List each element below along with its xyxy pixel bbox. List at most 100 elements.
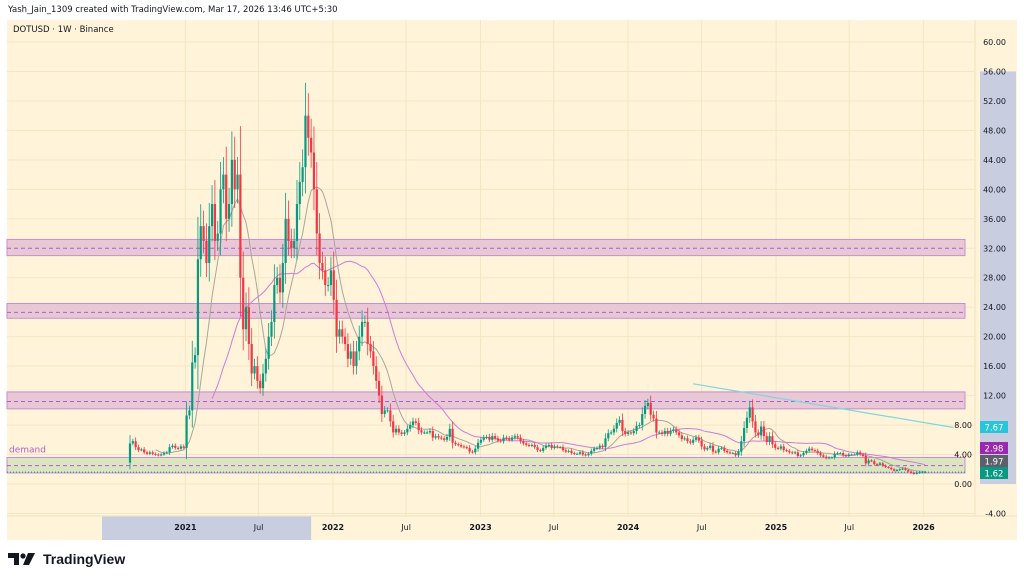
candle-body [635, 425, 638, 431]
candle-body [409, 425, 412, 429]
candle-body [338, 329, 341, 337]
candle-body [479, 439, 483, 443]
candle-body [304, 115, 307, 168]
candle-body [655, 418, 658, 433]
candle-body [191, 362, 194, 411]
candle-body [658, 432, 661, 434]
candle-body [290, 240, 293, 249]
candle-body [669, 430, 672, 434]
candle-body [559, 447, 562, 449]
y-tick-label: 52.00 [983, 97, 1006, 106]
candle-body [649, 402, 652, 415]
candle-body [677, 432, 681, 436]
candle-body [833, 453, 836, 458]
candle-body [629, 432, 633, 434]
candle-body [576, 453, 579, 455]
candle-body [219, 189, 222, 234]
candle-body [363, 321, 366, 323]
candle-body [177, 447, 180, 449]
candle-body [196, 259, 200, 356]
candle-body [423, 432, 426, 434]
candle-body [199, 226, 202, 260]
candle-body [134, 441, 137, 448]
candle-body [312, 152, 316, 190]
candle-body [301, 167, 304, 182]
candle-body [157, 454, 160, 456]
candle-body [485, 436, 488, 438]
candle-body [726, 450, 729, 453]
candle-body [377, 380, 381, 396]
candle-body [578, 452, 582, 454]
candle-body [547, 444, 550, 446]
candle-body [694, 437, 698, 440]
candle-body [162, 453, 166, 455]
candle-body [598, 445, 601, 448]
x-tick-label: 2023 [469, 523, 491, 532]
candle-body [533, 444, 536, 448]
candle-body [131, 441, 134, 444]
x-tick-label: 2024 [617, 523, 640, 532]
candle-body [278, 277, 282, 293]
candle-body [856, 452, 859, 455]
candle-body [488, 436, 491, 440]
y-tick-label: 32.00 [983, 244, 1006, 253]
candle-body [293, 240, 296, 249]
candle-body [844, 455, 848, 457]
candle-body [460, 444, 463, 447]
candle-body [468, 447, 471, 452]
candle-body [264, 358, 267, 374]
candle-body [332, 270, 335, 300]
candle-body [604, 438, 607, 448]
candle-body [816, 450, 819, 454]
candle-body [652, 414, 655, 419]
candle-body [675, 429, 678, 433]
x-tick-label: Jul [548, 523, 559, 532]
candle-body [513, 436, 516, 438]
candle-body [728, 452, 732, 454]
candle-body [174, 445, 177, 448]
candle-body [505, 437, 508, 439]
candle-body [737, 451, 740, 456]
candle-body [417, 422, 420, 431]
candle-body [686, 438, 689, 442]
y-tick-label: 48.00 [983, 126, 1006, 135]
candle-body [140, 449, 143, 451]
candle-body [137, 447, 140, 451]
candle-body [774, 444, 777, 448]
candle-body [762, 426, 766, 437]
chart-credit: Yash_Jain_1309 created with TradingView.… [8, 5, 338, 15]
candle-body [437, 436, 440, 438]
candle-body [462, 446, 466, 448]
symbol-info: DOTUSD · 1W · Binance [13, 25, 114, 35]
candle-body [740, 441, 743, 452]
candle-body [270, 321, 273, 337]
candle-body [276, 277, 279, 286]
tradingview-wordmark: TradingView [43, 551, 126, 567]
candle-body [525, 443, 528, 445]
candle-body [499, 440, 502, 442]
price-label-tag [980, 455, 1008, 467]
candle-body [581, 452, 584, 455]
y-tick-label: 40.00 [983, 185, 1006, 194]
candle-body [355, 351, 358, 367]
candle-body [510, 437, 514, 440]
candle-body [638, 425, 641, 427]
candle-body [870, 460, 873, 462]
y-tick-label: 24.00 [983, 303, 1006, 312]
x-tick-label: Jul [843, 523, 854, 532]
candle-body [310, 137, 313, 153]
candle-body [171, 445, 174, 448]
candle-body [227, 204, 231, 219]
candle-body [567, 450, 570, 452]
candle-body [909, 471, 913, 473]
candle-body [632, 430, 635, 434]
candle-body [239, 174, 242, 278]
moving-average-fast [155, 186, 926, 473]
candle-body [527, 444, 531, 446]
candle-body [426, 432, 429, 434]
candle-body [324, 270, 327, 286]
candle-body [697, 437, 700, 441]
price-label-text: 1.97 [985, 458, 1004, 468]
candle-body [785, 450, 788, 452]
